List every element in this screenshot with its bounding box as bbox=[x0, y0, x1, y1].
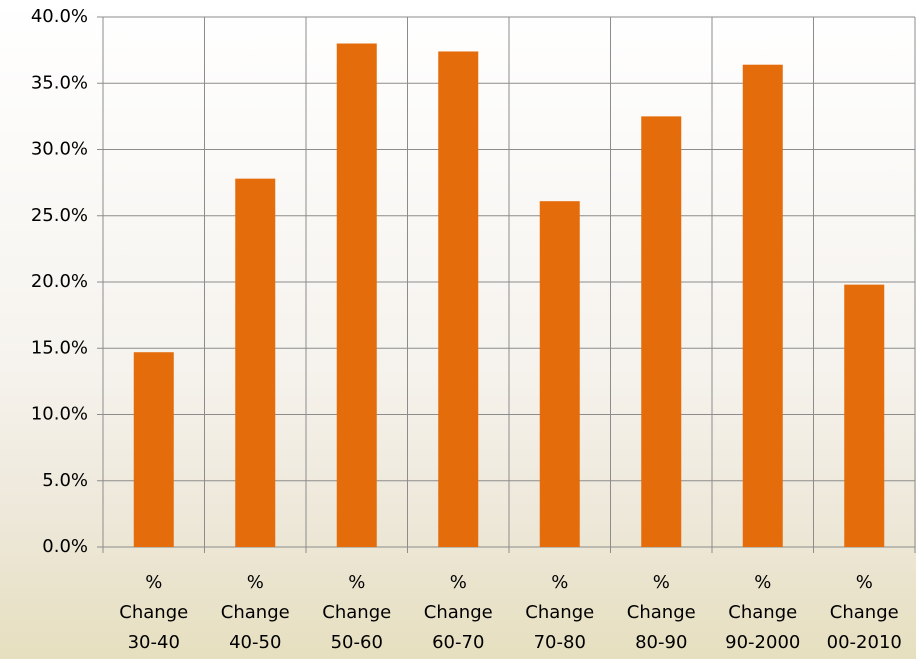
x-tick-label: % Change 70-80 bbox=[525, 572, 594, 653]
y-tick-label: 5.0% bbox=[42, 470, 88, 491]
y-tick-label: 20.0% bbox=[31, 271, 88, 292]
y-tick-label: 10.0% bbox=[31, 404, 88, 425]
x-tick-label: % Change 30-40 bbox=[119, 572, 188, 653]
bar bbox=[539, 201, 580, 548]
x-tick-label: % Change 50-60 bbox=[322, 572, 391, 653]
x-tick-label: % Change 60-70 bbox=[424, 572, 493, 653]
bar bbox=[844, 284, 885, 547]
bar bbox=[133, 352, 174, 547]
y-tick-label: 35.0% bbox=[31, 72, 88, 93]
x-tick-label: % Change 90-2000 bbox=[725, 572, 800, 653]
bar bbox=[742, 64, 783, 547]
bar bbox=[235, 178, 276, 547]
bar bbox=[336, 43, 377, 547]
y-tick-label: 0.0% bbox=[42, 536, 88, 557]
y-tick-label: 25.0% bbox=[31, 205, 88, 226]
y-tick-label: 30.0% bbox=[31, 139, 88, 160]
y-tick-label: 15.0% bbox=[31, 337, 88, 358]
y-tick-label: 40.0% bbox=[31, 6, 88, 27]
bar bbox=[438, 51, 479, 547]
x-tick-label: % Change 80-90 bbox=[627, 572, 696, 653]
x-tick-label: % Change 40-50 bbox=[221, 572, 290, 653]
bar bbox=[641, 116, 682, 547]
x-tick-label: % Change 00-2010 bbox=[827, 572, 902, 653]
